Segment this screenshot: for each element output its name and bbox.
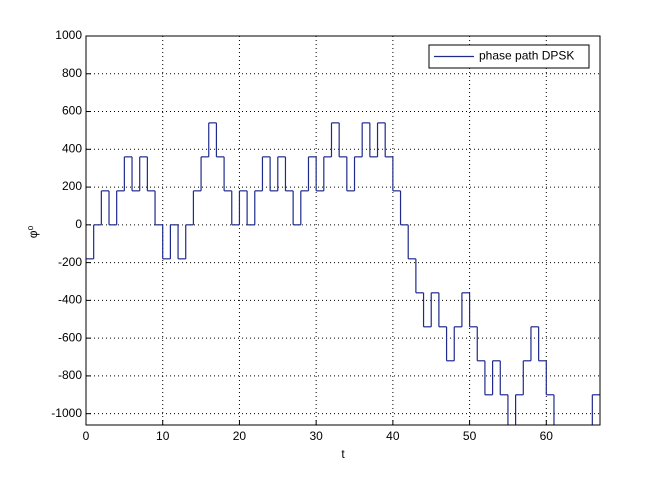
x-tick-label: 50: [463, 429, 477, 443]
y-tick-label: 600: [62, 104, 82, 118]
y-tick-label: 400: [62, 141, 82, 155]
y-axis-label: φ⁰: [26, 226, 40, 239]
y-tick-label: -400: [58, 293, 82, 307]
x-tick-label: 30: [309, 429, 323, 443]
plot-area: [86, 36, 600, 425]
y-tick-label: -600: [58, 330, 82, 344]
grid: [85, 35, 600, 425]
x-tick-label: 0: [83, 429, 90, 443]
legend-box: [428, 44, 590, 69]
axes-box: [85, 35, 601, 426]
legend-label: phase path DPSK: [479, 49, 574, 63]
y-tick-label: 0: [75, 217, 82, 231]
y-tick-label: -200: [58, 255, 82, 269]
plot: [86, 122, 600, 425]
x-tick-label: 10: [156, 429, 170, 443]
y-tick-label: 200: [62, 179, 82, 193]
x-tick-label: 40: [386, 429, 400, 443]
legend: phase path DPSK: [428, 44, 590, 69]
y-tick-label: 800: [62, 66, 82, 80]
x-tick-label: 60: [540, 429, 554, 443]
x-axis-label: t: [341, 447, 345, 461]
y-tick-label: -1000: [51, 406, 82, 420]
x-tick-label: 20: [233, 429, 247, 443]
y-tick-label: -800: [58, 368, 82, 382]
y-tick-label: 1000: [55, 28, 82, 42]
